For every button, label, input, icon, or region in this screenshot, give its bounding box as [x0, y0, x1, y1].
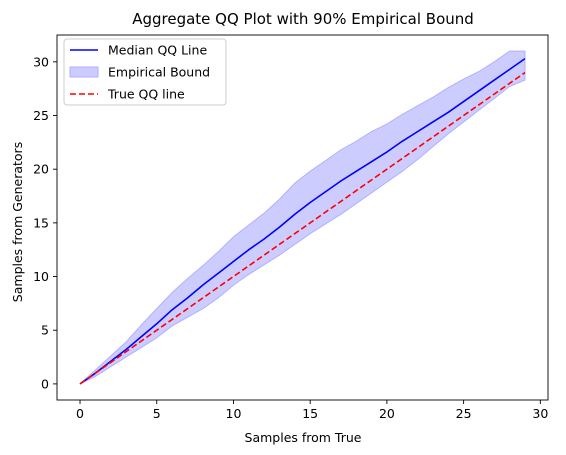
y-tick-label: 10 [33, 269, 49, 284]
legend: Median QQ Line Empirical Bound True QQ lin… [63, 38, 227, 106]
axes-frame [56, 34, 549, 401]
legend-label: Empirical Bound [108, 65, 210, 80]
legend-box [63, 38, 227, 106]
x-axis-title: Samples from True [245, 430, 362, 445]
y-tick-label: 30 [33, 54, 49, 69]
y-tick-label: 20 [33, 162, 49, 177]
chart-title: Aggregate QQ Plot with 90% Empirical Bou… [132, 10, 474, 28]
legend-swatch-band [69, 66, 99, 78]
x-tick-label: 20 [379, 406, 395, 421]
x-tick-label: 15 [302, 406, 318, 421]
true-qq-line-series [79, 71, 526, 385]
x-tick-label: 25 [456, 406, 472, 421]
x-tick-label: 10 [226, 406, 242, 421]
x-tick-label: 5 [153, 406, 161, 421]
x-tick-label: 0 [76, 406, 84, 421]
y-tick-label: 15 [33, 215, 49, 230]
y-axis-title: Samples from Generators [10, 142, 25, 302]
legend-label: True QQ line [107, 87, 185, 102]
median-qq-line-series [79, 57, 526, 385]
plot-area [79, 50, 526, 385]
y-tick-label: 5 [41, 323, 49, 338]
y-tick-label: 0 [41, 376, 49, 391]
legend-label: Median QQ Line [108, 43, 207, 58]
x-tick-label: 30 [532, 406, 548, 421]
axes: 0 5 10 15 20 25 30 0 5 10 15 20 25 30 [33, 34, 549, 421]
y-tick-label: 25 [33, 108, 49, 123]
